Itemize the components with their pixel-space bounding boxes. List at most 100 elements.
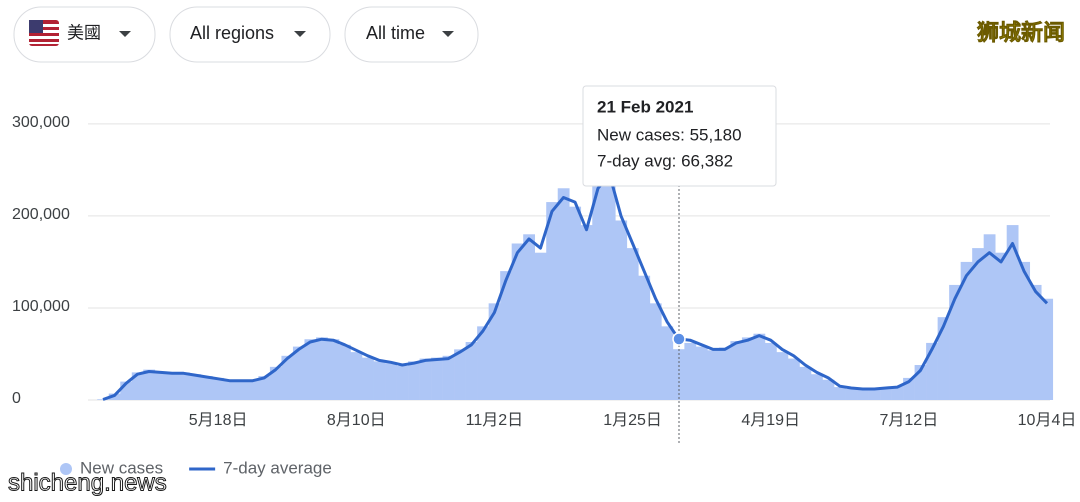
bar [811,374,823,400]
bar [868,389,881,400]
tooltip-title: 21 Feb 2021 [597,97,693,116]
bar [960,261,973,400]
bar [914,365,927,400]
watermark: shicheng.news [8,469,167,496]
bar [822,379,835,400]
x-tick-label: 5月18日 [189,412,248,429]
dropdown-arrow [119,31,131,37]
x-tick-label: 4月19日 [741,412,800,429]
bar [1041,298,1054,400]
y-tick-label: 100,000 [12,298,70,315]
bar [511,243,524,400]
bar [834,387,846,400]
bar [419,358,432,400]
select-label[interactable]: All regions [190,23,274,43]
bar [131,372,144,400]
bar [638,275,651,400]
flag [29,20,59,46]
bar [373,361,386,400]
dropdown-arrow [442,31,454,37]
bar [258,376,271,400]
bar [661,326,674,400]
bar [292,346,305,400]
bar [603,169,616,400]
x-tick-label: 8月10日 [327,412,386,429]
bar [269,366,282,400]
bar [189,374,202,400]
hover-point [672,332,686,346]
bar [857,389,869,400]
x-tick-label: 1月25日 [603,412,662,429]
plot-area: 0 100,000 200,000 300,000 5月18日 8月10日 11月2日 1月2… [12,114,1076,429]
bar [1029,284,1042,400]
region-select[interactable]: All regions [169,6,331,63]
x-tick-label: 7月12日 [880,412,939,429]
select-label[interactable]: 美國 [67,23,101,42]
bar [442,355,455,400]
y-tick-label: 300,000 [12,114,70,131]
country-select[interactable]: 美國 [13,6,156,63]
bar [937,317,950,400]
select-box[interactable] [344,6,479,63]
bar [880,388,892,400]
x-tick-label: 11月2日 [466,412,524,429]
bar [212,377,225,400]
legend-label: 7-day average [223,458,332,477]
bar [557,188,570,400]
bar [488,303,501,400]
bar [200,376,213,400]
x-tick-label: 10月4日 [1018,412,1077,429]
bar [949,284,961,400]
dropdown-arrow [294,31,306,37]
bar [1006,225,1019,400]
legend: New cases 7-day average [60,458,332,477]
bar [707,350,720,400]
bar [776,352,789,400]
bar [972,248,984,400]
bar [246,379,259,400]
bar [995,252,1008,400]
bar [154,371,167,400]
bar [500,271,512,400]
bar [695,346,708,400]
bar [718,347,731,400]
bar [304,339,317,400]
legend-label: New cases [80,458,163,477]
select-box[interactable] [169,6,331,63]
bar [649,303,662,400]
bar [177,372,190,400]
time-select[interactable]: All time [344,6,479,63]
legend-swatch [60,463,72,475]
tooltip-line: New cases: 55,180 [597,125,742,144]
bar [396,365,409,400]
bar [546,202,559,400]
bar [534,252,547,400]
select-label[interactable]: All time [366,23,425,43]
bar [799,366,812,400]
bar [615,220,628,400]
line [102,173,1049,401]
bar [454,349,466,400]
bar [1018,261,1031,400]
bar [787,358,800,400]
bar [626,248,639,400]
bar [845,388,858,400]
bar [408,361,420,400]
bar [235,379,248,400]
bar [580,225,593,400]
y-tick-label: 200,000 [12,206,70,223]
bar [569,206,582,400]
bar [327,339,340,400]
bar [477,326,489,400]
bar [983,234,996,400]
bar [891,386,904,400]
bar [339,344,351,400]
tooltip-line: 7-day avg: 66,382 [597,151,733,170]
bar [903,377,915,400]
bar [764,342,777,400]
bar [281,355,294,400]
bar [730,341,743,400]
bar [143,369,156,400]
bar [166,372,179,400]
